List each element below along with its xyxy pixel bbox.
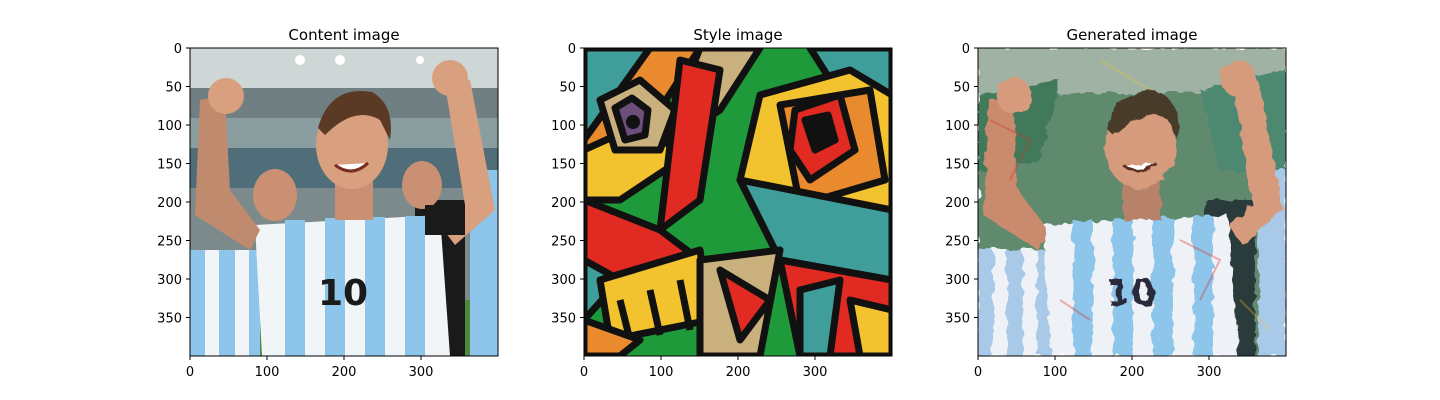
x-tick-label: 300	[803, 365, 828, 380]
y-tick-label: 200	[945, 196, 970, 211]
y-tick-label: 50	[165, 81, 182, 96]
x-tick-label: 100	[649, 365, 674, 380]
x-tick-label: 200	[726, 365, 751, 380]
y-tick-label: 50	[559, 81, 576, 96]
y-tick-label: 350	[157, 312, 182, 327]
y-tick-label: 0	[174, 42, 182, 57]
y-tick-label: 350	[945, 312, 970, 327]
y-tick-label: 250	[945, 235, 970, 250]
y-tick-label: 350	[551, 312, 576, 327]
y-tick-label: 200	[157, 196, 182, 211]
x-tick-label: 0	[186, 365, 194, 380]
content-panel: Content image 10	[157, 26, 499, 380]
generated-panel: Generated image 10	[945, 26, 1287, 380]
style-axis: 0 100 200 300 0 50 100 150 200 250 300 350	[551, 42, 827, 380]
y-tick-label: 200	[551, 196, 576, 211]
y-tick-label: 150	[551, 158, 576, 173]
svg-text:10: 10	[1106, 273, 1156, 314]
x-tick-label: 200	[1120, 365, 1145, 380]
y-tick-label: 100	[157, 119, 182, 134]
style-title: Style image	[693, 26, 782, 44]
y-tick-label: 300	[551, 273, 576, 288]
y-tick-label: 100	[945, 119, 970, 134]
x-tick-label: 300	[409, 365, 434, 380]
x-tick-label: 300	[1197, 365, 1222, 380]
y-tick-label: 300	[945, 273, 970, 288]
generated-image: 10	[978, 48, 1286, 356]
style-panel: Style image	[551, 26, 893, 380]
y-tick-label: 250	[157, 235, 182, 250]
content-title: Content image	[288, 26, 399, 44]
svg-text:10: 10	[318, 273, 368, 314]
generated-axis: 0 100 200 300 0 50 100 150 200 250 300 350	[945, 42, 1221, 380]
y-tick-label: 150	[945, 158, 970, 173]
x-tick-label: 200	[332, 365, 357, 380]
x-tick-label: 100	[255, 365, 280, 380]
y-tick-label: 250	[551, 235, 576, 250]
y-tick-label: 100	[551, 119, 576, 134]
y-tick-label: 150	[157, 158, 182, 173]
y-tick-label: 300	[157, 273, 182, 288]
content-axis: 0 100 200 300 0 50 100 150 200 250 300 350	[157, 42, 433, 380]
y-tick-label: 0	[568, 42, 576, 57]
x-tick-label: 0	[580, 365, 588, 380]
generated-title: Generated image	[1066, 26, 1197, 44]
content-image: 10	[190, 48, 498, 356]
style-image	[584, 48, 892, 356]
y-tick-label: 50	[953, 81, 970, 96]
x-tick-label: 0	[974, 365, 982, 380]
x-tick-label: 100	[1043, 365, 1068, 380]
y-tick-label: 0	[962, 42, 970, 57]
